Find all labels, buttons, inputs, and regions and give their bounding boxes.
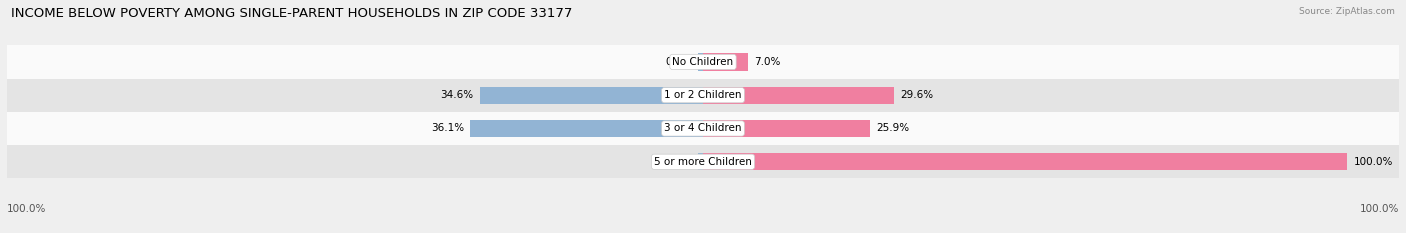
Bar [703,53,748,71]
Text: 0.0%: 0.0% [665,57,692,67]
Bar [7,145,1399,178]
Text: Source: ZipAtlas.com: Source: ZipAtlas.com [1299,7,1395,16]
Text: INCOME BELOW POVERTY AMONG SINGLE-PARENT HOUSEHOLDS IN ZIP CODE 33177: INCOME BELOW POVERTY AMONG SINGLE-PARENT… [11,7,572,20]
Text: 3 or 4 Children: 3 or 4 Children [664,123,742,134]
Bar [697,53,703,71]
Text: 1 or 2 Children: 1 or 2 Children [664,90,742,100]
Bar [703,153,1347,170]
Text: 7.0%: 7.0% [755,57,780,67]
Bar [7,45,1399,79]
Text: 34.6%: 34.6% [440,90,474,100]
Text: 100.0%: 100.0% [1354,157,1393,167]
Text: 100.0%: 100.0% [7,204,46,214]
Text: 36.1%: 36.1% [430,123,464,134]
Bar [697,153,703,170]
Text: No Children: No Children [672,57,734,67]
Bar [471,120,703,137]
Bar [703,86,894,104]
Text: 29.6%: 29.6% [900,90,934,100]
Bar [7,79,1399,112]
Text: 25.9%: 25.9% [876,123,910,134]
Text: 100.0%: 100.0% [1360,204,1399,214]
Bar [479,86,703,104]
Text: 0.0%: 0.0% [665,157,692,167]
Text: 5 or more Children: 5 or more Children [654,157,752,167]
Bar [703,120,870,137]
Bar [7,112,1399,145]
